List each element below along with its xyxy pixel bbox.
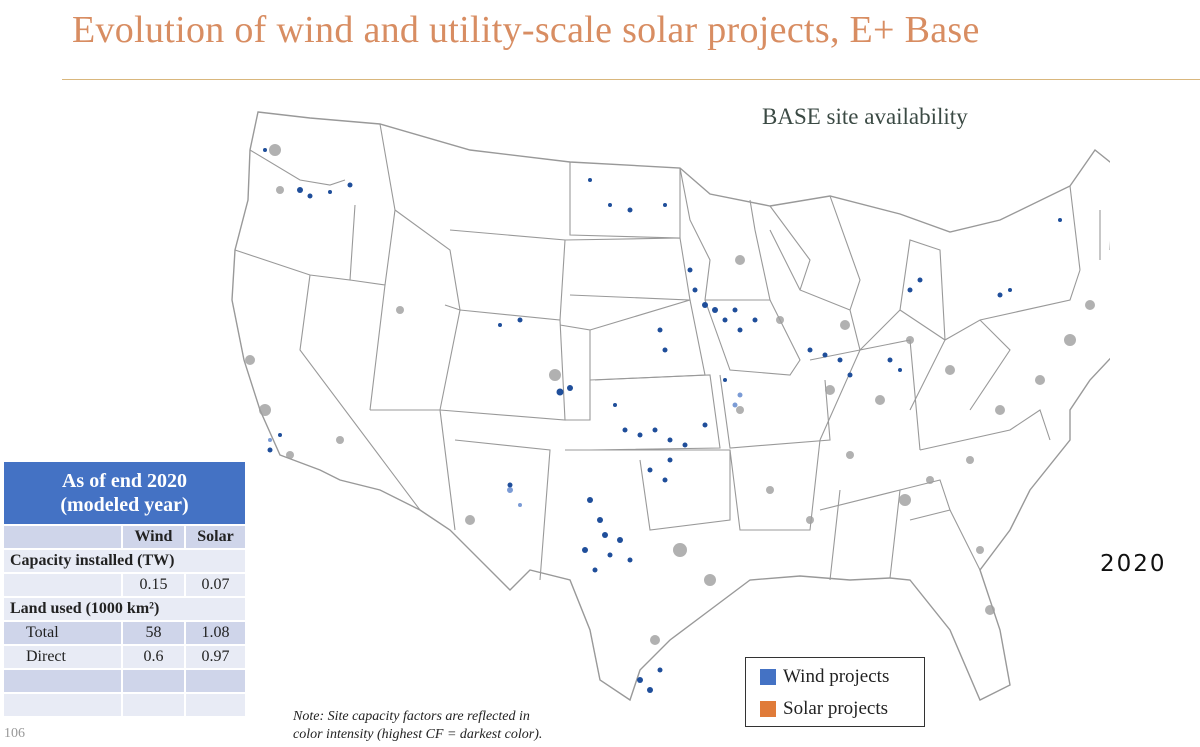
map-legend: Wind projects Solar projects	[745, 657, 925, 727]
us-map	[231, 111, 1110, 702]
land-section: Land used (1000 km²)	[4, 597, 247, 622]
stats-title-line2: (modeled year)	[60, 494, 189, 516]
legend-item-solar: Solar projects	[760, 698, 888, 720]
stats-table-header: As of end 2020 (modeled year)	[4, 462, 247, 526]
state-borders	[234, 123, 1110, 581]
stats-column-headers: Wind Solar	[4, 525, 248, 550]
wind-swatch	[760, 669, 776, 685]
capacity-wind: 0.15	[122, 573, 186, 598]
us-outline	[231, 111, 1110, 702]
empty-row-1	[4, 669, 248, 694]
note-line2: color intensity (highest CF = darkest co…	[293, 727, 543, 742]
direct-row: Direct 0.6 0.97	[4, 645, 248, 670]
wind-projects	[263, 148, 1062, 693]
urban-areas	[245, 144, 1095, 645]
total-solar: 1.08	[184, 621, 248, 646]
land-header: Land used (1000 km²)	[4, 597, 247, 622]
capacity-row: 0.15 0.07	[4, 573, 248, 598]
stats-title-line1: As of end 2020	[61, 470, 187, 492]
col-wind: Wind	[122, 525, 186, 550]
total-label: Total	[4, 621, 123, 646]
legend-item-wind: Wind projects	[760, 666, 889, 688]
empty-row-2	[4, 693, 248, 718]
stats-table-title: As of end 2020 (modeled year)	[4, 462, 247, 526]
direct-label: Direct	[4, 645, 123, 670]
capacity-solar: 0.07	[184, 573, 248, 598]
total-row: Total 58 1.08	[4, 621, 248, 646]
capacity-header: Capacity installed (TW)	[4, 549, 247, 574]
solar-swatch	[760, 701, 776, 717]
col-solar: Solar	[184, 525, 248, 550]
slide-title: Evolution of wind and utility-scale sola…	[72, 9, 980, 51]
direct-solar: 0.97	[184, 645, 248, 670]
page-number: 106	[4, 726, 25, 741]
direct-wind: 0.6	[122, 645, 186, 670]
note-line1: Note: Site capacity factors are reflecte…	[293, 709, 530, 724]
wind-projects-light	[268, 392, 743, 507]
total-wind: 58	[122, 621, 186, 646]
year-label: 2020	[1100, 551, 1167, 577]
stats-table: As of end 2020 (modeled year) Wind Solar…	[4, 462, 248, 718]
legend-solar-label: Solar projects	[783, 698, 889, 719]
capacity-section: Capacity installed (TW)	[4, 549, 247, 574]
title-divider	[62, 79, 1200, 80]
map-subtitle: BASE site availability	[762, 104, 968, 129]
legend-wind-label: Wind projects	[783, 666, 890, 687]
map-note: Note: Site capacity factors are reflecte…	[293, 708, 623, 744]
